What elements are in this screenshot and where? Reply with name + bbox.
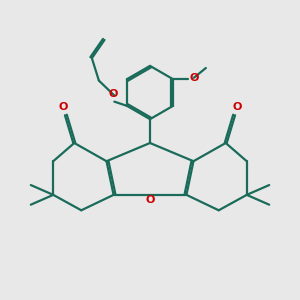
Text: O: O [58,102,68,112]
Text: O: O [145,195,155,206]
Text: O: O [108,89,118,99]
Text: O: O [189,73,198,83]
Text: O: O [232,102,242,112]
